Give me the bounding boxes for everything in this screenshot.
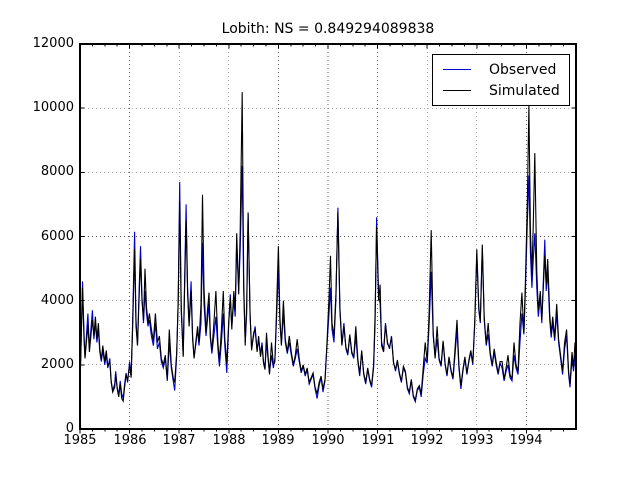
x-tick-label: 1993: [460, 433, 494, 448]
x-tick-label: 1992: [410, 433, 444, 448]
y-tick-label: 10000: [32, 100, 74, 115]
simulated-line: [79, 92, 576, 403]
observed-line: [79, 165, 576, 404]
y-tick-label: 6000: [40, 229, 74, 244]
legend-label-observed: Observed: [489, 61, 557, 78]
x-tick-label: 1985: [63, 433, 97, 448]
x-tick-label: 1991: [361, 433, 395, 448]
chart-title: Lobith: NS = 0.849294089838: [221, 21, 435, 37]
plot-frame: [79, 43, 577, 430]
x-tick-label: 1990: [311, 433, 345, 448]
legend-entry-simulated: Simulated: [443, 81, 563, 101]
y-tick-label: 8000: [40, 164, 74, 179]
legend-entry-observed: Observed: [443, 60, 563, 80]
simulated-line-swatch: [443, 90, 471, 91]
observed-line-swatch: [443, 69, 471, 70]
y-tick-label: 12000: [32, 36, 74, 51]
x-tick-label: 1986: [113, 433, 147, 448]
x-tick-label: 1994: [509, 433, 543, 448]
y-tick-label: 2000: [40, 357, 74, 372]
x-tick-label: 1989: [261, 433, 295, 448]
legend-label-simulated: Simulated: [489, 82, 560, 99]
y-tick-label: 0: [65, 421, 74, 436]
x-tick-label: 1987: [162, 433, 196, 448]
legend: Observed Simulated: [432, 54, 570, 106]
x-tick-label: 1988: [212, 433, 246, 448]
y-tick-label: 4000: [40, 293, 74, 308]
